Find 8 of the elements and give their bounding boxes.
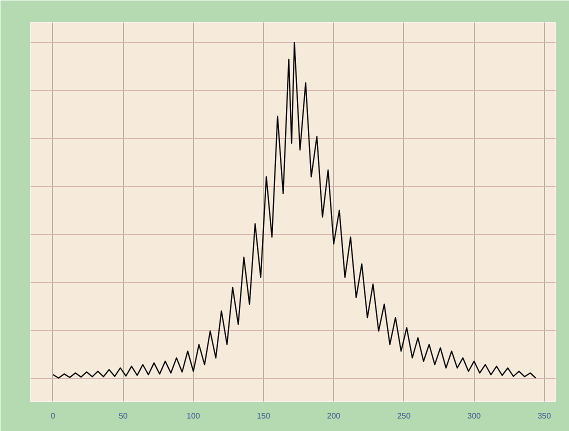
x-tick-label: 300 <box>467 412 482 420</box>
x-tick-label: 50 <box>118 412 128 420</box>
x-tick-label: 350 <box>538 412 552 420</box>
x-tick-label: 150 <box>256 412 271 420</box>
x-tick-label: 0 <box>50 412 56 420</box>
x-tick-label: 200 <box>327 412 341 420</box>
x-tick-label: 100 <box>186 412 201 420</box>
x-tick-label: 250 <box>397 412 412 420</box>
